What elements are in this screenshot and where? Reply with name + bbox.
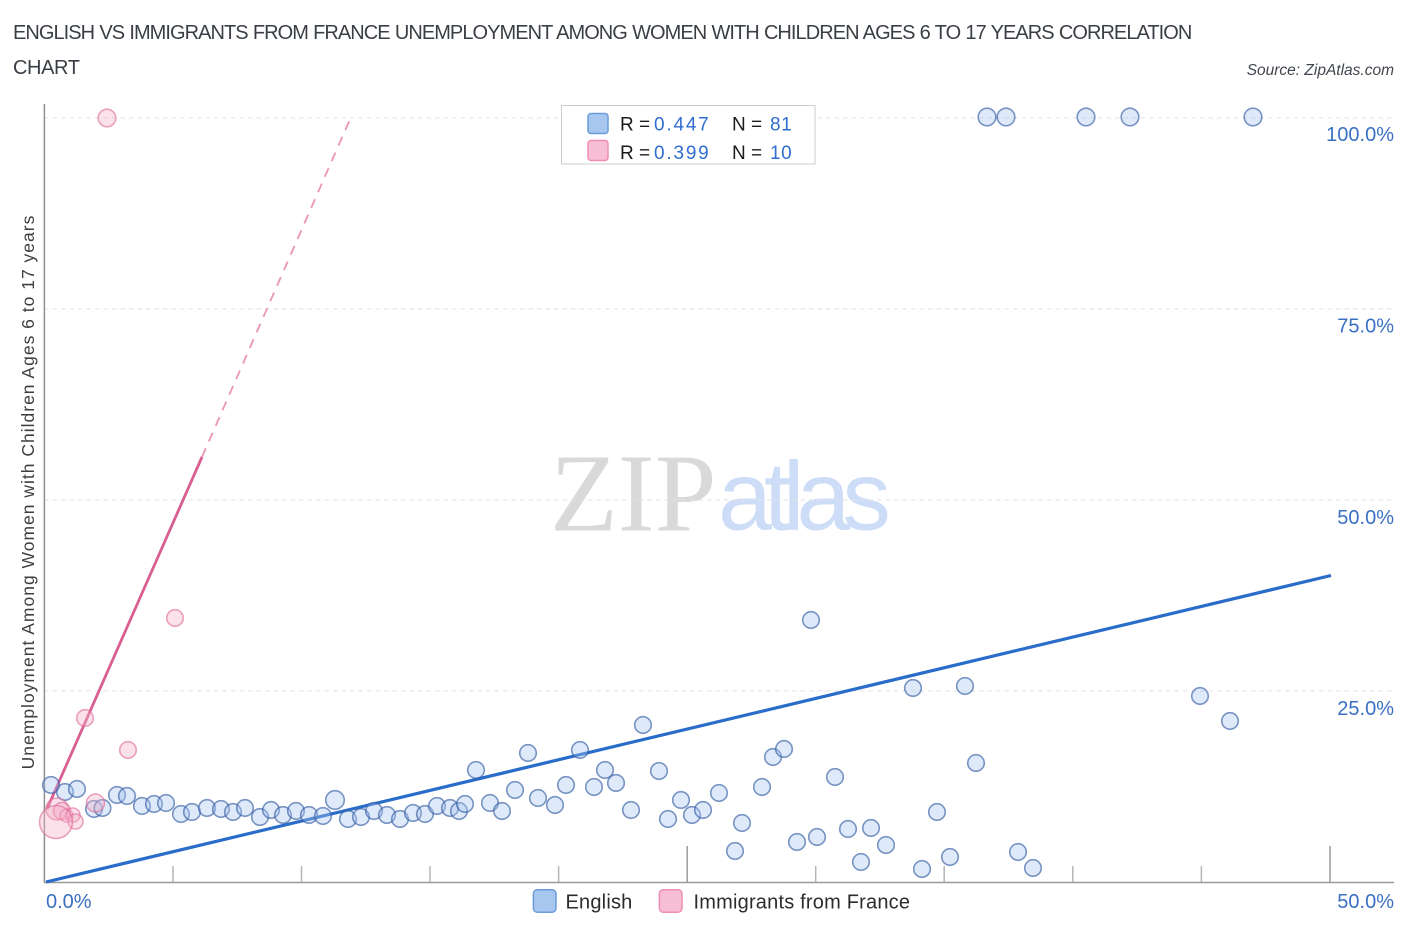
svg-text:50.0%: 50.0% bbox=[1337, 891, 1394, 913]
svg-text:0.0%: 0.0% bbox=[46, 891, 92, 913]
svg-text:Unemployment Among Women with: Unemployment Among Women with Children A… bbox=[18, 215, 38, 770]
svg-text:R =: R = bbox=[620, 143, 650, 164]
svg-text:R =: R = bbox=[620, 115, 650, 136]
svg-text:50.0%: 50.0% bbox=[1337, 507, 1394, 529]
svg-text:Immigrants from France: Immigrants from France bbox=[694, 892, 911, 914]
svg-text:81: 81 bbox=[770, 115, 792, 136]
svg-text:English: English bbox=[566, 892, 633, 914]
svg-text:0.399: 0.399 bbox=[654, 143, 711, 164]
svg-text:N =: N = bbox=[732, 143, 762, 164]
svg-text:N =: N = bbox=[732, 115, 762, 136]
svg-text:0.447: 0.447 bbox=[654, 115, 711, 136]
svg-text:75.0%: 75.0% bbox=[1337, 316, 1394, 338]
svg-text:10: 10 bbox=[770, 143, 792, 164]
svg-text:atlas: atlas bbox=[718, 442, 887, 551]
svg-text:25.0%: 25.0% bbox=[1337, 698, 1394, 720]
svg-text:100.0%: 100.0% bbox=[1326, 124, 1394, 146]
svg-text:ZIP: ZIP bbox=[550, 433, 717, 556]
